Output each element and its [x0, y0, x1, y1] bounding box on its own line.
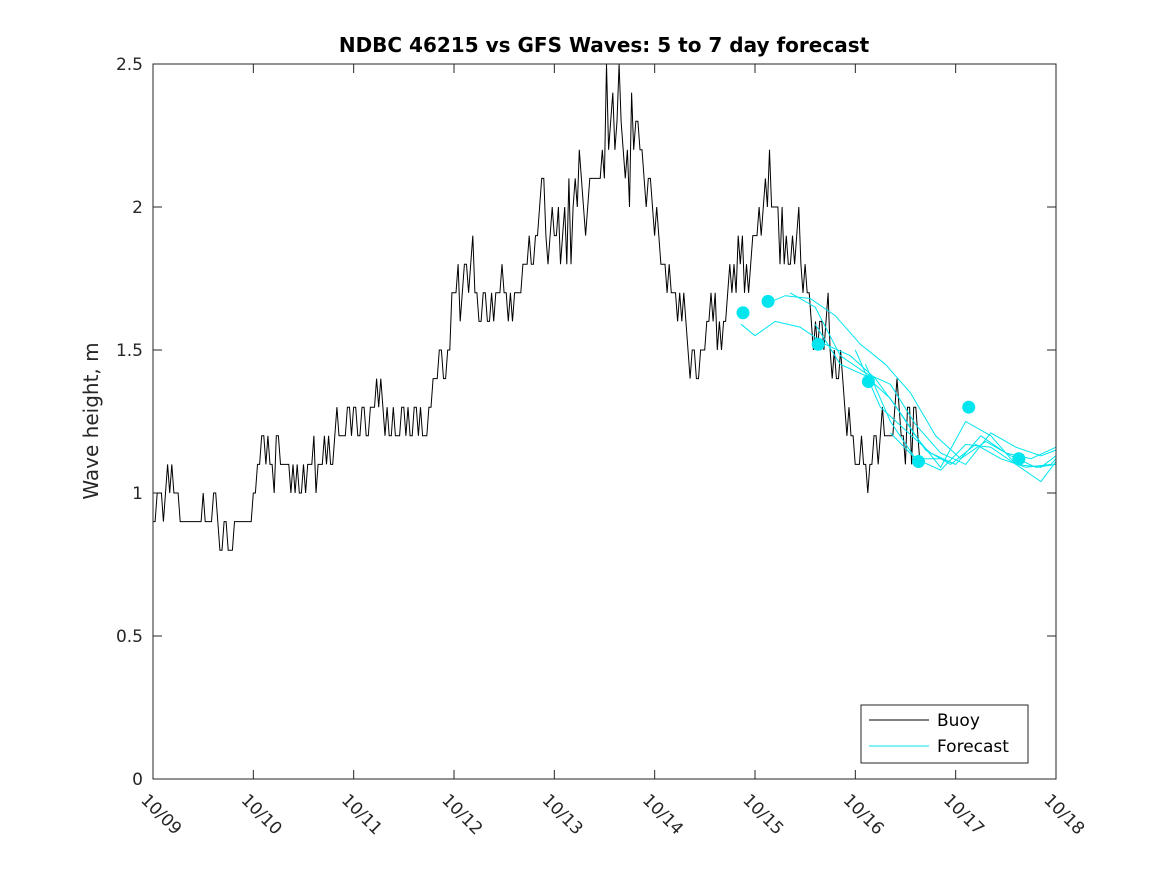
legend: Buoy Forecast: [860, 704, 1029, 764]
forecast-marker: [811, 337, 825, 351]
forecast-marker: [736, 306, 750, 320]
forecast-marker: [912, 455, 925, 468]
forecast-series-line: [764, 295, 1056, 468]
buoy-series-line: [153, 64, 923, 551]
forecast-marker: [1012, 452, 1026, 466]
forecast-series-line: [814, 324, 1056, 483]
series-layer: [153, 64, 1056, 551]
legend-forecast-label: Forecast: [937, 737, 1009, 757]
forecast-series-line: [890, 432, 956, 465]
forecast-marker: [962, 400, 976, 414]
forecast-marker: [861, 375, 875, 388]
y-tick-label: 1: [132, 484, 143, 504]
y-tick-label: 2.5: [116, 55, 143, 75]
legend-box: [860, 704, 1029, 764]
y-tick-label: 2: [132, 198, 143, 218]
y-axis-label: Wave height, m: [79, 342, 103, 499]
chart-title: NDBC 46215 vs GFS Waves: 5 to 7 day fore…: [339, 33, 870, 57]
forecast-series-line: [789, 292, 1056, 466]
legend-buoy-label: Buoy: [937, 711, 980, 731]
axes-box: [152, 63, 1057, 780]
forecast-marker: [761, 294, 775, 308]
y-tick-label: 0.5: [116, 627, 143, 647]
y-tick-label: 0: [132, 770, 143, 790]
y-tick-label: 1.5: [116, 341, 143, 361]
forecast-series-line: [864, 364, 1056, 471]
